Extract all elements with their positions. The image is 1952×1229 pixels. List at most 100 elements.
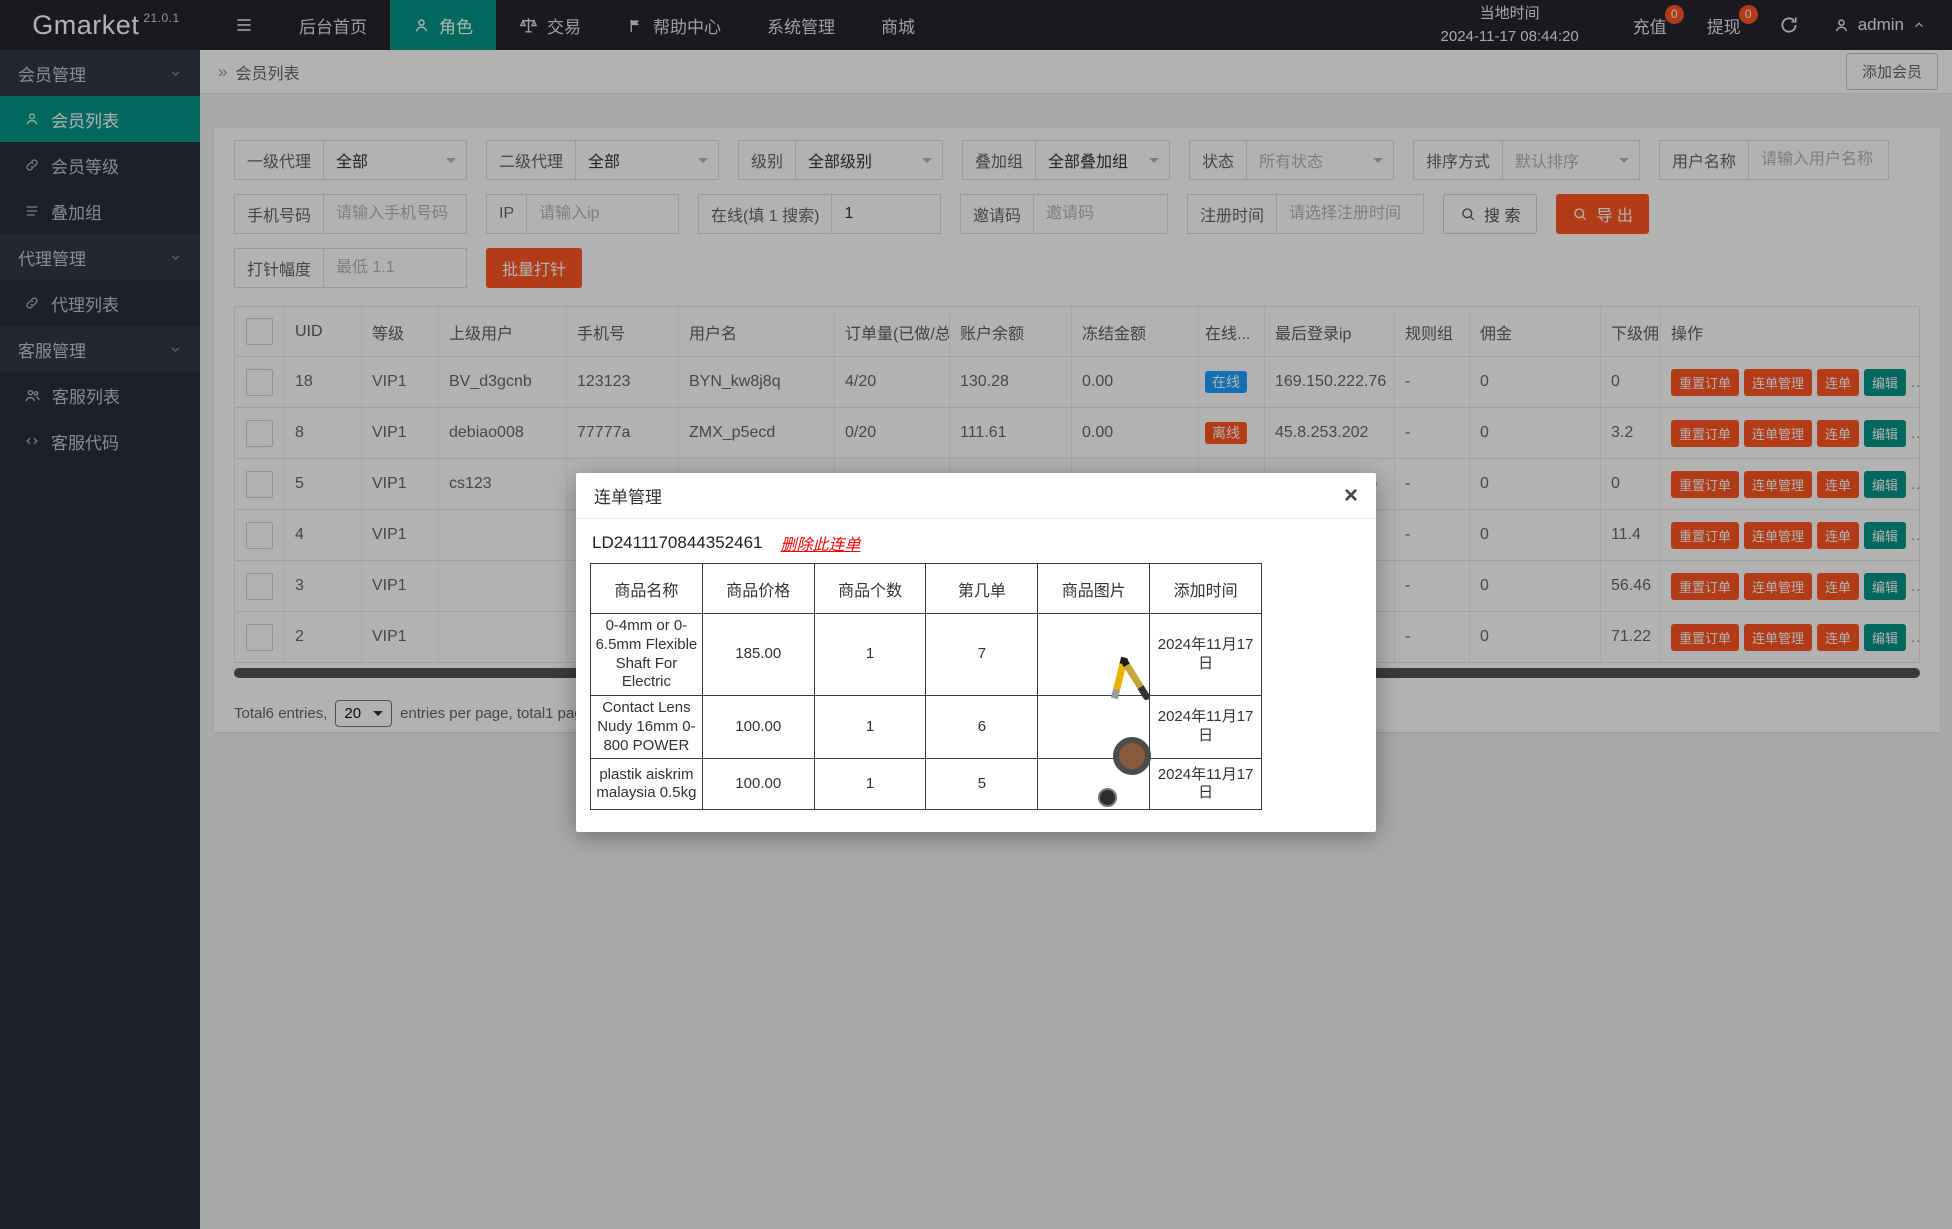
cell-commission: 0: [1470, 357, 1601, 407]
more-actions-button[interactable]: ...: [1911, 475, 1919, 493]
row-checkbox-cell: [235, 612, 285, 662]
sidebar-item-agent-list[interactable]: 代理列表: [0, 280, 200, 326]
row-checkbox[interactable]: [246, 419, 273, 447]
row-checkbox[interactable]: [246, 368, 273, 396]
sidebar-item-service-list[interactable]: 客服列表: [0, 372, 200, 418]
sidebar-group-label: 代理管理: [18, 249, 86, 269]
chain-order-manage-button[interactable]: 连单管理: [1744, 368, 1813, 396]
sidebar-toggle-button[interactable]: [212, 0, 276, 50]
more-actions-button[interactable]: ...: [1911, 424, 1919, 442]
close-icon[interactable]: ×: [1343, 481, 1358, 509]
nav-item-dashboard[interactable]: 后台首页: [276, 0, 390, 50]
cell-sub-commission: 56.46: [1601, 561, 1661, 611]
reset-order-button[interactable]: 重置订单: [1671, 419, 1740, 447]
chain-order-manage-button[interactable]: 连单管理: [1744, 419, 1813, 447]
person-icon: [413, 17, 430, 34]
cell-balance: 111.61: [950, 408, 1072, 458]
batch-injection-button[interactable]: 批量打针: [486, 248, 583, 288]
register-time-input[interactable]: [1277, 195, 1423, 233]
sidebar-item-member-list[interactable]: 会员列表: [0, 96, 200, 142]
level1-agent-select[interactable]: 一级代理 全部: [234, 140, 467, 180]
username-input[interactable]: [1749, 141, 1888, 179]
ip-input[interactable]: [527, 195, 678, 233]
edit-button[interactable]: 编辑: [1864, 470, 1907, 498]
more-actions-button[interactable]: ...: [1911, 373, 1919, 391]
chain-order-manage-button[interactable]: 连单管理: [1744, 623, 1813, 651]
invite-code-input[interactable]: [1034, 195, 1167, 233]
edit-button[interactable]: 编辑: [1864, 623, 1907, 651]
refresh-button[interactable]: [1761, 0, 1817, 50]
online-filter: 在线(填 1 搜索): [698, 194, 941, 234]
chain-order-manage-button[interactable]: 连单管理: [1744, 521, 1813, 549]
reset-order-button[interactable]: 重置订单: [1671, 623, 1740, 651]
level-select[interactable]: 级别 全部级别: [738, 140, 943, 180]
chain-order-button[interactable]: 连单: [1817, 368, 1860, 396]
header-checkbox-cell: [235, 307, 285, 356]
more-actions-button[interactable]: ...: [1911, 577, 1919, 595]
sidebar-item-label: 会员等级: [51, 157, 119, 177]
product-price: 100.00: [701, 758, 815, 811]
edit-button[interactable]: 编辑: [1864, 419, 1907, 447]
nav-item-trade[interactable]: 交易: [496, 0, 604, 50]
withdraw-badge: 0: [1738, 5, 1758, 24]
select-all-checkbox[interactable]: [246, 318, 273, 345]
row-checkbox[interactable]: [246, 623, 273, 651]
chain-order-manage-button[interactable]: 连单管理: [1744, 572, 1813, 600]
more-actions-button[interactable]: ...: [1911, 526, 1919, 544]
online-input[interactable]: [832, 195, 940, 233]
column-header-rule-group: 规则组: [1395, 307, 1470, 356]
add-member-button[interactable]: 添加会员: [1845, 53, 1938, 90]
nav-item-roles[interactable]: 角色: [390, 0, 496, 50]
sidebar-item-stack-group[interactable]: 叠加组: [0, 188, 200, 234]
chevron-down-icon: [169, 343, 182, 356]
sort-select[interactable]: 排序方式 默认排序: [1413, 140, 1640, 180]
chain-order-button[interactable]: 连单: [1817, 419, 1860, 447]
sidebar-group-service-management[interactable]: 客服管理: [0, 326, 200, 372]
nav-item-help-center[interactable]: 帮助中心: [604, 0, 744, 50]
member-list-card: 一级代理 全部 二级代理 全部 级别 全部级别 叠加组 全部叠加组: [214, 128, 1940, 732]
stack-group-select[interactable]: 叠加组 全部叠加组: [962, 140, 1170, 180]
modal-column-price: 商品价格: [701, 563, 815, 614]
chain-order-button[interactable]: 连单: [1817, 521, 1860, 549]
export-button[interactable]: 导 出: [1556, 194, 1649, 234]
more-actions-button[interactable]: ...: [1911, 628, 1919, 646]
row-checkbox[interactable]: [246, 470, 273, 498]
sidebar-item-service-code[interactable]: 客服代码: [0, 418, 200, 464]
sidebar-group-member-management[interactable]: 会员管理: [0, 50, 200, 96]
edit-button[interactable]: 编辑: [1864, 521, 1907, 549]
search-button[interactable]: 搜 索: [1443, 194, 1538, 234]
page-size-select[interactable]: 20: [335, 700, 393, 727]
row-checkbox[interactable]: [246, 521, 273, 549]
cell-level: VIP1: [362, 459, 439, 509]
reset-order-button[interactable]: 重置订单: [1671, 368, 1740, 396]
modal-table-row: plastik aiskrim malaysia 0.5kg 100.00 1 …: [590, 758, 1262, 811]
level2-agent-select[interactable]: 二级代理 全部: [486, 140, 719, 180]
edit-button[interactable]: 编辑: [1864, 368, 1907, 396]
user-menu[interactable]: admin: [1817, 0, 1952, 50]
member-table: UID 等级 上级用户 手机号 用户名 订单量(已做/总) 账户余额 冻结金额 …: [234, 306, 1920, 663]
chain-order-button[interactable]: 连单: [1817, 572, 1860, 600]
reset-order-button[interactable]: 重置订单: [1671, 521, 1740, 549]
reset-order-button[interactable]: 重置订单: [1671, 470, 1740, 498]
chain-order-manage-button[interactable]: 连单管理: [1744, 470, 1813, 498]
nav-item-mall[interactable]: 商城: [858, 0, 938, 50]
phone-input[interactable]: [324, 195, 466, 233]
delete-chain-order-link[interactable]: 删除此连单: [780, 537, 861, 554]
sidebar-item-member-level[interactable]: 会员等级: [0, 142, 200, 188]
chain-order-button[interactable]: 连单: [1817, 470, 1860, 498]
sidebar-group-agent-management[interactable]: 代理管理: [0, 234, 200, 280]
withdraw-button[interactable]: 提现 0: [1687, 0, 1761, 50]
recharge-button[interactable]: 充值 0: [1613, 0, 1687, 50]
nav-item-system[interactable]: 系统管理: [744, 0, 858, 50]
sidebar-item-label: 客服列表: [52, 387, 120, 407]
column-header-online: 在线...: [1199, 307, 1265, 356]
magnifier-icon: [1460, 206, 1476, 222]
edit-button[interactable]: 编辑: [1864, 572, 1907, 600]
app-logo: Gmarket 21.0.1: [0, 0, 212, 50]
reset-order-button[interactable]: 重置订单: [1671, 572, 1740, 600]
injection-range-input[interactable]: [324, 249, 466, 287]
row-checkbox[interactable]: [246, 572, 273, 600]
chain-order-button[interactable]: 连单: [1817, 623, 1860, 651]
added-time: 2024年11月17日: [1149, 613, 1262, 696]
status-select[interactable]: 状态 所有状态: [1189, 140, 1394, 180]
